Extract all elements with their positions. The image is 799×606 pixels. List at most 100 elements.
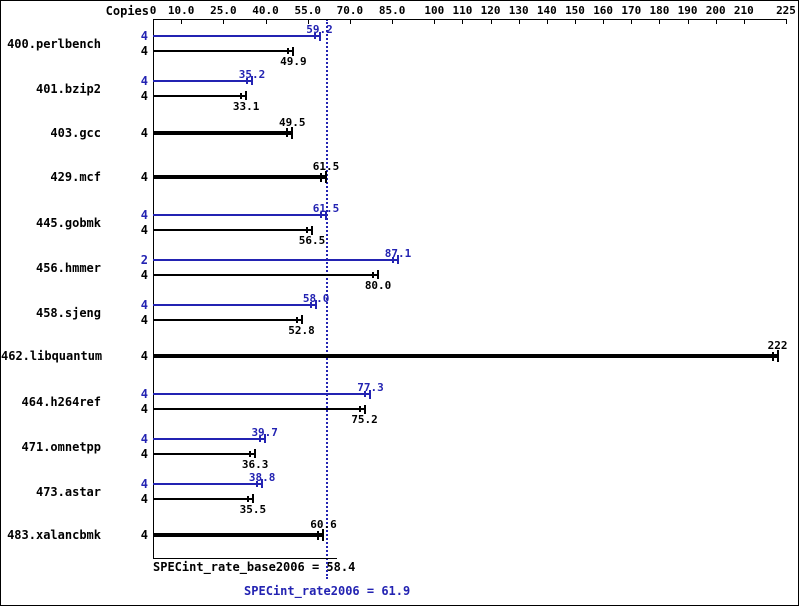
axis-tick-label: 120 — [480, 4, 501, 17]
base-bar-line — [153, 408, 365, 410]
peak-bar-line — [153, 214, 327, 216]
axis-tick-label: 170 — [621, 4, 642, 17]
benchmark-label: 462.libquantum — [1, 349, 103, 364]
axis-tick-mark — [392, 19, 394, 24]
base-copies-label: 4 — [140, 528, 148, 543]
peak-bar-inner-tick — [256, 480, 259, 487]
axis-tick-mark — [546, 19, 548, 24]
base-bar-inner-tick — [317, 530, 320, 540]
peak-copies-label: 4 — [140, 387, 148, 401]
base-bar-inner-tick — [771, 351, 774, 361]
axis-tick-mark — [575, 19, 576, 24]
base-bar-line — [153, 273, 379, 276]
benchmark-label: 456.hmmer — [35, 260, 101, 275]
summary-peak-text: SPECint_rate2006 = 61.9 — [244, 584, 411, 598]
base-bar-line — [153, 130, 293, 135]
summary-base-text: SPECint_rate_base2006 = 58.4 — [153, 560, 356, 574]
y-axis-line — [153, 19, 154, 559]
base-value-label: 75.2 — [351, 413, 378, 426]
peak-bar-inner-tick — [246, 77, 249, 84]
peak-bar-line — [153, 482, 263, 485]
axis-tick-mark — [307, 19, 309, 24]
base-bar-line — [153, 452, 256, 455]
axis-tick-mark — [490, 19, 492, 24]
base-value-label: 80.0 — [364, 278, 392, 292]
peak-copies-label: 4 — [140, 208, 148, 222]
base-bar-end-cap — [291, 126, 294, 139]
axis-tick-label: 180 — [649, 4, 670, 17]
axis-tick-mark — [223, 19, 225, 24]
axis-tick-label: 85.0 — [378, 4, 406, 17]
benchmark-label: 483.xalancbmk — [7, 528, 101, 543]
peak-copies-label: 4 — [140, 431, 148, 446]
base-copies-label: 4 — [140, 170, 148, 185]
peak-bar-inner-tick — [258, 435, 261, 442]
base-copies-label: 4 — [140, 267, 148, 282]
base-bar-line — [153, 497, 253, 500]
benchmark-label: 401.bzip2 — [35, 81, 101, 96]
axis-tick-mark — [687, 19, 689, 24]
peak-bar-line — [153, 35, 320, 37]
base-value-label: 49.5 — [279, 115, 306, 129]
axis-tick-mark — [631, 19, 633, 24]
base-value-label: 49.9 — [280, 55, 307, 68]
axis-tick-label: 140 — [536, 4, 557, 17]
axis-tick-mark — [434, 19, 436, 24]
peak-copies-label: 4 — [140, 476, 148, 491]
base-bar-end-cap — [322, 529, 325, 542]
base-bar-inner-tick — [305, 227, 308, 233]
benchmark-label: 429.mcf — [50, 170, 101, 185]
peak-bar-inner-tick — [313, 33, 316, 39]
axis-tick-label: 210 — [733, 4, 754, 17]
peak-bar-inner-tick — [320, 212, 323, 218]
peak-value-label: 35.2 — [238, 67, 266, 81]
base-bar-end-cap — [363, 404, 366, 414]
base-copies-label: 4 — [140, 312, 148, 327]
peak-bar-line — [153, 79, 253, 82]
base-value-label: 33.1 — [232, 99, 260, 113]
base-bar-line — [153, 229, 312, 231]
base-copies-label: 4 — [140, 44, 148, 58]
axis-tick-label: 225 — [776, 4, 796, 17]
base-bar-inner-tick — [287, 48, 290, 54]
peak-bar-end-cap — [261, 479, 264, 488]
peak-bar-end-cap — [325, 210, 328, 220]
axis-tick-mark — [715, 19, 717, 24]
base-bar-end-cap — [251, 494, 254, 503]
peak-reference-line — [326, 19, 329, 579]
peak-bar-end-cap — [318, 31, 321, 41]
axis-tick-label: 0 — [149, 4, 157, 17]
base-bar-line — [153, 50, 294, 52]
base-bar-end-cap — [245, 91, 248, 101]
base-bar-end-cap — [300, 315, 303, 324]
base-value-label: 35.5 — [239, 502, 267, 516]
peak-value-label: 77.3 — [357, 381, 384, 394]
axis-tick-mark — [181, 19, 183, 24]
axis-tick-label: 40.0 — [252, 4, 279, 17]
peak-bar-end-cap — [251, 76, 254, 86]
axis-tick-mark — [518, 19, 520, 24]
peak-bar-end-cap — [397, 255, 400, 265]
base-value-label: 61.5 — [312, 160, 340, 174]
peak-bar-line — [153, 258, 399, 261]
axis-tick-mark — [743, 19, 745, 24]
axis-tick-label: 150 — [565, 4, 585, 17]
base-value-label: 222 — [767, 339, 788, 353]
base-bar-line — [153, 318, 302, 321]
copies-column-header: Copies — [105, 4, 149, 18]
peak-value-label: 59.2 — [306, 23, 333, 36]
axis-tick-label: 100 — [424, 4, 445, 17]
axis-tick-label: 110 — [452, 4, 473, 17]
axis-tick-mark — [786, 19, 787, 24]
axis-bottom-line — [153, 558, 337, 559]
peak-value-label: 39.7 — [251, 425, 278, 439]
base-value-label: 36.3 — [241, 457, 269, 471]
base-copies-label: 4 — [140, 125, 148, 140]
axis-tick-label: 160 — [593, 4, 614, 17]
axis-tick-mark — [462, 19, 464, 24]
base-copies-label: 4 — [140, 349, 148, 364]
base-bar-inner-tick — [249, 450, 252, 457]
base-value-label: 52.8 — [288, 323, 315, 337]
base-bar-inner-tick — [320, 172, 323, 182]
